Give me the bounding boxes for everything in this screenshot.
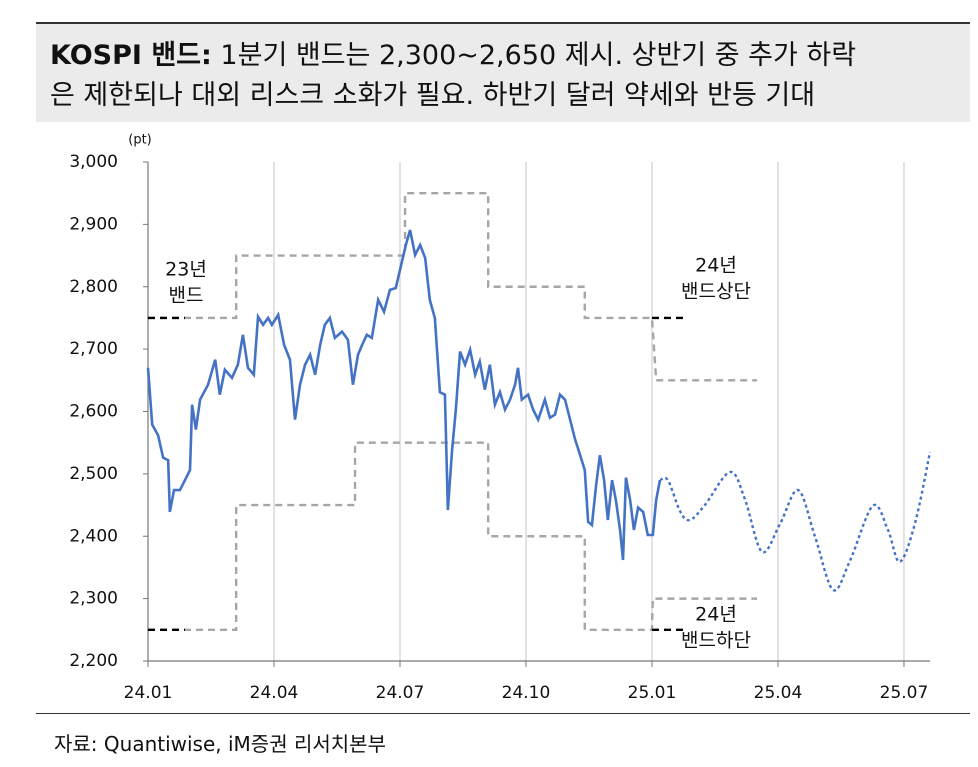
x-tick-label: 25.01	[628, 683, 677, 703]
y-tick-label: 2,600	[69, 402, 118, 422]
x-tick-label: 24.07	[376, 683, 425, 703]
title-line: KOSPI 밴드: 1분기 밴드는 2,300~2,650 제시. 상반기 중 …	[50, 36, 970, 76]
source: 자료: Quantiwise, iM증권 리서치본부	[36, 713, 970, 757]
x-tick-label: 25.07	[880, 683, 929, 703]
chart: (pt) 24.01 24.04 24.07 24.10 25.01 25.04 25.07…	[69, 133, 932, 703]
x-tick-label: 25.04	[754, 683, 803, 703]
series-line	[659, 451, 932, 592]
y-tick-label: 2,400	[69, 526, 118, 546]
annotation: 밴드하단	[681, 630, 751, 652]
annotation: 23년	[165, 259, 207, 281]
series-line	[148, 441, 757, 632]
annotation: 밴드	[169, 285, 204, 307]
y-tick-label: 2,800	[69, 277, 118, 297]
y-tick-label: 3,000	[69, 152, 118, 172]
x-tick-label: 24.04	[250, 683, 299, 703]
annotation: 24년	[695, 604, 737, 626]
y-tick-label: 2,500	[69, 464, 118, 484]
y-tick-label: 2,900	[69, 214, 118, 234]
title-prefix: KOSPI 밴드:	[50, 40, 212, 71]
series-line	[146, 229, 662, 561]
title-text: 1분기 밴드는 2,300~2,650 제시. 상반기 중 추가 하락	[220, 40, 857, 71]
annotation: 밴드상단	[681, 281, 751, 303]
y-tick-label: 2,200	[69, 651, 118, 671]
y-tick-label: 2,700	[69, 339, 118, 359]
annotation: 24년	[695, 255, 737, 277]
y-tick-label: 2,300	[69, 589, 118, 609]
title-box: KOSPI 밴드: 1분기 밴드는 2,300~2,650 제시. 상반기 중 …	[36, 22, 970, 122]
x-tick-label: 24.10	[502, 683, 551, 703]
y-unit: (pt)	[128, 133, 152, 148]
title-line: 은 제한되나 대외 리스크 소화가 필요. 하반기 달러 약세와 반등 기대	[50, 80, 816, 111]
x-tick-label: 24.01	[124, 683, 173, 703]
